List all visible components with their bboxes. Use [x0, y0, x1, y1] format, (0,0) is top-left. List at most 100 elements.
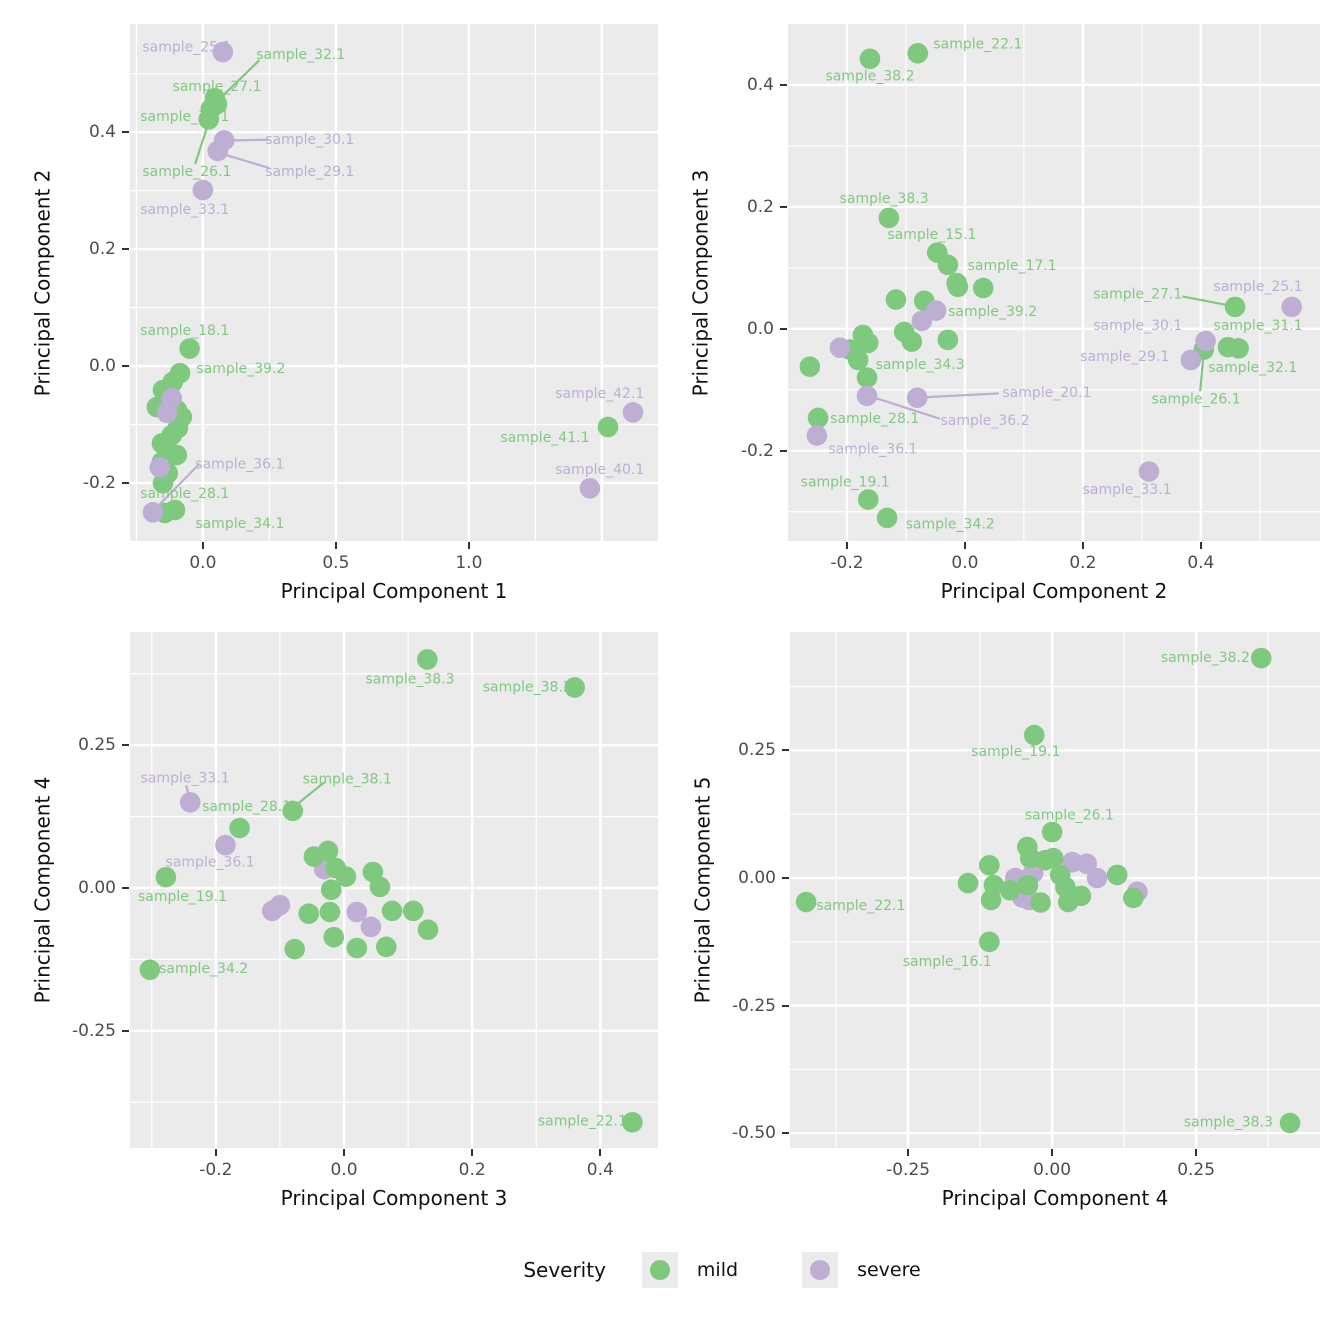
y-axis-title-box: Principal Component 4 [25, 632, 59, 1148]
leader-line [230, 138, 270, 142]
legend-entry-mild: mild [641, 1252, 738, 1288]
data-point-mild [152, 472, 174, 494]
y-tick-mark [782, 1132, 789, 1135]
sample-label: sample_29.1 [265, 164, 354, 180]
x-axis-title: Principal Component 3 [280, 1186, 508, 1210]
data-point-mild [298, 903, 320, 925]
sample-label: sample_30.1 [265, 132, 354, 148]
data-point-severe [346, 901, 368, 923]
legend-key-severe [802, 1252, 839, 1288]
x-tick-mark [1081, 542, 1084, 549]
data-point-mild [284, 938, 305, 960]
x-tick-label: 0.2 [458, 1160, 486, 1180]
severe-dot-icon [810, 1260, 831, 1280]
sample-label: sample_26.1 [1025, 808, 1114, 824]
y-tick-label: 0.25 [78, 735, 116, 756]
plot-panel-2: sample_22.1 sample_38.2 sample_38.3 sample_… [788, 24, 1320, 541]
plot-panel-1: sample_25.1sample_31.1sample_32.1sample_… [130, 24, 658, 541]
sample-label: sample_22.1 [933, 37, 1022, 53]
data-point-mild [597, 416, 619, 438]
data-point-mild [319, 901, 341, 923]
sample-label: sample_19.1 [801, 474, 890, 490]
x-tick-label: 0.00 [1033, 1160, 1072, 1180]
sample-label: sample_25.1 [142, 39, 231, 55]
data-point-mild [320, 879, 342, 901]
data-point-mild [198, 109, 220, 130]
sample-label: sample_27.1 [172, 79, 261, 95]
data-point-mild [856, 367, 878, 388]
sample-label: sample_17.1 [968, 258, 1057, 274]
data-point-mild [155, 866, 177, 888]
leader-line [155, 463, 200, 509]
y-tick-mark [782, 749, 789, 752]
y-tick-mark [780, 205, 787, 208]
legend-entry-severe: severe [802, 1252, 921, 1288]
data-point-mild [972, 277, 994, 299]
data-point-severe [925, 300, 947, 321]
leader-line [1182, 295, 1229, 307]
data-point-severe [806, 425, 828, 446]
data-point-severe [856, 385, 878, 407]
sample-label: sample_39.2 [196, 361, 285, 377]
data-point-mild [957, 872, 979, 894]
y-axis-title: Principal Component 3 [688, 169, 712, 396]
sample-label: sample_34.2 [906, 517, 995, 533]
legend-label-severe: severe [857, 1259, 921, 1281]
data-point-severe [1195, 330, 1216, 352]
x-tick-mark [334, 542, 337, 549]
data-point-mild [859, 48, 881, 70]
leader-line [223, 153, 270, 169]
y-tick-label: 0.25 [738, 740, 776, 761]
plot-panel-3: sample_38.3 sample_38.2 sample_33.1 sample_… [130, 632, 658, 1148]
data-point-severe [261, 900, 283, 922]
x-tick-mark [599, 1149, 602, 1156]
sample-label: sample_33.1 [1083, 482, 1172, 498]
y-tick-mark [780, 449, 787, 452]
leader-line [294, 781, 325, 807]
x-tick-mark [1199, 542, 1202, 549]
data-point-severe [212, 41, 234, 63]
x-tick-mark [963, 542, 966, 549]
sample-label: sample_36.1 [828, 442, 917, 458]
data-point-mild [303, 846, 325, 867]
data-point-mild [876, 507, 898, 529]
y-tick-label: 0.00 [78, 878, 116, 898]
x-tick-mark [214, 1149, 217, 1156]
x-tick-label: -0.25 [886, 1160, 931, 1180]
sample-label: sample_31.1 [1214, 318, 1303, 334]
x-tick-label: -0.2 [199, 1160, 233, 1180]
y-tick-label: -0.25 [732, 995, 776, 1016]
data-point-mild [622, 1111, 643, 1133]
data-point-mild [799, 356, 821, 377]
data-point-mild [1070, 885, 1092, 907]
y-tick-label: -0.50 [732, 1123, 776, 1144]
data-point-mild [323, 926, 345, 948]
data-point-severe [579, 478, 601, 499]
y-tick-label: 0.00 [738, 868, 776, 888]
sample-label: sample_32.1 [256, 47, 345, 63]
data-point-severe [192, 179, 214, 201]
sample-label: sample_34.2 [159, 961, 248, 977]
y-tick-mark [122, 131, 129, 134]
y-axis-title-box: Principal Component 3 [683, 24, 717, 541]
x-tick-mark [471, 1149, 474, 1156]
data-point-severe [829, 337, 851, 359]
data-point-mild [179, 338, 200, 359]
data-point-severe [207, 140, 229, 162]
sample-label: sample_22.1 [538, 1114, 627, 1130]
y-tick-mark [122, 482, 129, 485]
data-point-mild [1123, 887, 1144, 909]
data-point-mild [229, 817, 250, 839]
sample-label: sample_39.2 [948, 304, 1037, 320]
x-tick-label: -0.2 [830, 553, 864, 573]
y-tick-label: -0.2 [82, 473, 116, 494]
y-tick-mark [780, 327, 787, 330]
y-axis-title: Principal Component 5 [690, 776, 714, 1004]
data-point-severe [360, 916, 382, 938]
data-point-severe [1180, 349, 1202, 371]
y-tick-label: -0.2 [740, 440, 774, 461]
data-point-mild [1017, 874, 1039, 896]
legend-key-mild [641, 1252, 678, 1288]
plot-panel-4: sample_38.2 sample_19.1 sample_26.1 sample_… [790, 632, 1320, 1148]
sample-label: sample_36.1 [166, 854, 255, 870]
